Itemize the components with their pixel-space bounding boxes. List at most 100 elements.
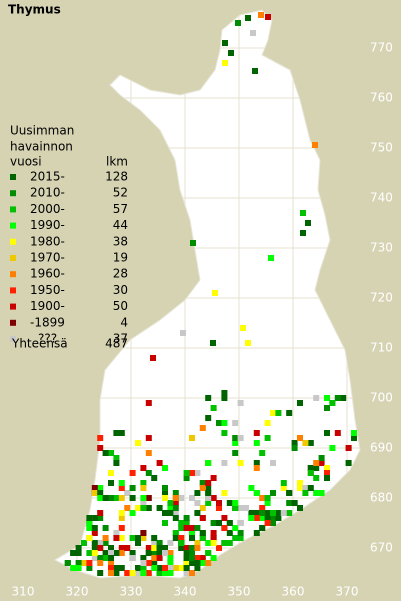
observation-square <box>167 540 174 546</box>
observation-square <box>264 435 271 441</box>
observation-square <box>221 525 228 531</box>
observation-square <box>297 435 303 441</box>
y-tick-label: 740 <box>370 191 393 205</box>
observation-square <box>145 400 152 406</box>
observation-square <box>270 490 276 496</box>
observation-square <box>210 475 217 481</box>
observation-square <box>156 545 163 551</box>
observation-square <box>183 520 190 526</box>
observation-square <box>118 525 125 531</box>
observation-square <box>237 400 244 406</box>
legend-label: 1950- <box>30 283 65 297</box>
y-tick-label: 670 <box>370 541 393 555</box>
observation-square <box>210 555 217 561</box>
observation-square <box>124 570 131 576</box>
y-tick-label: 680 <box>370 491 393 505</box>
observation-square <box>351 435 357 441</box>
y-tick-label: 730 <box>370 241 393 255</box>
observation-square <box>252 68 258 74</box>
observation-square <box>216 420 222 426</box>
observation-square <box>286 490 293 496</box>
observation-square <box>221 515 228 521</box>
observation-square <box>232 525 239 531</box>
observation-square <box>129 510 136 516</box>
legend-total: 487 <box>105 337 128 351</box>
observation-square <box>162 570 168 576</box>
legend-label: 2000- <box>30 202 65 216</box>
observation-square <box>280 510 287 516</box>
observation-square <box>118 510 125 516</box>
observation-square <box>113 460 120 466</box>
legend-count: 50 <box>113 299 128 313</box>
observation-square <box>151 475 158 481</box>
observation-square <box>291 445 298 451</box>
observation-square <box>221 540 228 546</box>
observation-square <box>189 525 195 531</box>
observation-square <box>210 535 217 541</box>
observation-square <box>118 565 125 571</box>
observation-square <box>118 495 125 501</box>
observation-square <box>70 550 77 556</box>
observation-square <box>300 230 306 236</box>
legend-count: 28 <box>113 267 128 281</box>
observation-square <box>205 560 212 566</box>
observation-square <box>140 495 147 501</box>
observation-square <box>297 505 303 511</box>
x-tick-label: 310 <box>12 585 35 599</box>
observation-square <box>178 545 185 551</box>
observation-square <box>232 450 239 456</box>
observation-square <box>118 480 125 486</box>
observation-square <box>178 495 185 501</box>
legend-count: 37 <box>113 332 128 346</box>
observation-square <box>145 550 152 556</box>
observation-square <box>199 555 206 561</box>
observation-square <box>178 525 185 531</box>
observation-square <box>64 560 71 566</box>
observation-square <box>86 520 93 526</box>
legend-swatch <box>10 287 16 294</box>
observation-square <box>108 450 114 456</box>
observation-square <box>228 50 234 56</box>
observation-square <box>167 560 174 566</box>
observation-square <box>334 430 341 436</box>
observation-square <box>75 565 82 571</box>
observation-square <box>156 570 163 576</box>
observation-square <box>113 455 120 461</box>
observation-square <box>216 545 222 551</box>
observation-square <box>108 495 114 501</box>
observation-square <box>108 480 114 486</box>
observation-square <box>183 545 190 551</box>
observation-square <box>237 505 244 511</box>
observation-square <box>162 545 168 551</box>
observation-square <box>253 515 260 521</box>
observation-square <box>259 525 266 531</box>
observation-square <box>199 480 206 486</box>
observation-square <box>86 515 93 521</box>
legend-label: 1980- <box>30 234 65 248</box>
observation-square <box>253 490 260 496</box>
legend-swatch <box>10 271 16 278</box>
observation-square <box>205 485 212 491</box>
x-tick-label: 350 <box>228 585 251 599</box>
observation-square <box>135 505 141 511</box>
observation-square <box>216 520 222 526</box>
observation-square <box>86 525 93 531</box>
observation-square <box>108 470 114 476</box>
observation-square <box>270 460 276 466</box>
observation-square <box>151 535 158 541</box>
observation-square <box>97 545 104 551</box>
observation-square <box>113 430 120 436</box>
observation-square <box>151 565 158 571</box>
observation-square <box>275 515 282 521</box>
observation-square <box>221 430 228 436</box>
x-tick-label: 370 <box>336 585 359 599</box>
observation-square <box>145 435 152 441</box>
observation-square <box>118 545 125 551</box>
observation-square <box>313 475 320 481</box>
observation-square <box>205 500 212 506</box>
observation-square <box>264 495 271 501</box>
observation-square <box>145 570 152 576</box>
observation-square <box>102 555 109 561</box>
observation-square <box>232 505 239 511</box>
